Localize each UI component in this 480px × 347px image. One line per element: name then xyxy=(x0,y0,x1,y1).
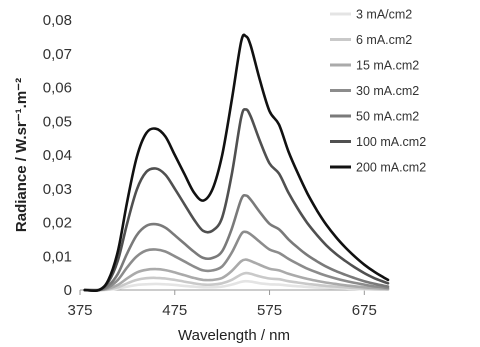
legend: 3 mA/cm2 6 mA.cm2 15 mA.cm2 30 mA.cm2 50 mA.… xyxy=(330,8,426,175)
y-tick-label: 0,02 xyxy=(43,215,72,232)
y-tick-label: 0,01 xyxy=(43,248,72,265)
x-tick-label: 375 xyxy=(67,302,92,319)
series-line-1 xyxy=(83,271,390,292)
y-tick-label: 0,04 xyxy=(43,147,72,164)
series-line-6 xyxy=(83,33,390,293)
series-line-4 xyxy=(83,193,390,292)
y-tick-label: 0,08 xyxy=(43,12,72,29)
legend-label: 3 mA/cm2 xyxy=(356,8,412,22)
series-line-2 xyxy=(83,258,390,292)
legend-label: 100 mA.cm2 xyxy=(356,135,426,149)
x-tick-label: 675 xyxy=(352,302,377,319)
y-tick-label: 0 xyxy=(64,282,72,299)
y-tick-label: 0,07 xyxy=(43,46,72,63)
x-axis-title: Wavelength / nm xyxy=(178,327,290,344)
legend-label: 15 mA.cm2 xyxy=(356,59,419,73)
y-tick-label: 0,06 xyxy=(43,80,72,97)
legend-label: 200 mA.cm2 xyxy=(356,161,426,175)
series-line-3 xyxy=(83,230,390,292)
y-tick-label: 0,05 xyxy=(43,113,72,130)
y-axis-title: Radiance / W.sr⁻¹.m⁻² xyxy=(13,78,30,232)
x-axis-ticks: 375 475 575 675 xyxy=(67,290,377,319)
series-lines xyxy=(83,33,390,293)
x-tick-label: 575 xyxy=(257,302,282,319)
legend-label: 50 mA.cm2 xyxy=(356,110,419,124)
legend-label: 6 mA.cm2 xyxy=(356,33,412,47)
series-line-0 xyxy=(83,279,390,292)
x-tick-label: 475 xyxy=(162,302,187,319)
series-line-5 xyxy=(83,108,390,292)
y-axis-ticks: 0 0,01 0,02 0,03 0,04 0,05 0,06 0,07 0,08 xyxy=(43,12,72,299)
y-tick-label: 0,03 xyxy=(43,181,72,198)
legend-label: 30 mA.cm2 xyxy=(356,84,419,98)
